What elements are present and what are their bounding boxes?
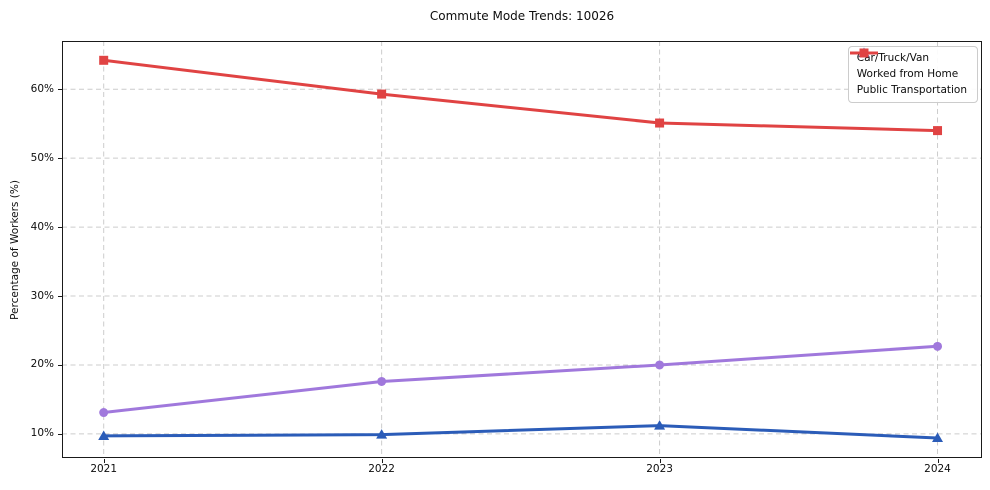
- legend-label: Worked from Home: [856, 68, 959, 80]
- x-tick-label: 2022: [368, 463, 395, 475]
- series-line-worked-from-home: [102, 344, 939, 414]
- x-tick-mark: [103, 459, 105, 463]
- legend: Car/Truck/Van Worked from Home Public Tran…: [847, 46, 978, 103]
- plot-canvas: [62, 41, 982, 458]
- data-point-worked-from-home: [99, 408, 109, 418]
- data-point-worked-from-home: [655, 360, 665, 370]
- legend-item-worked-from-home: Worked from Home: [849, 48, 967, 81]
- series-line-car-truck-van: [102, 424, 939, 440]
- chart-title: Commute Mode Trends: 10026: [429, 9, 615, 23]
- x-tick-mark: [381, 459, 383, 463]
- x-tick-mark: [659, 459, 661, 463]
- data-point-car-truck-van: [654, 420, 666, 430]
- y-tick-mark: [58, 158, 62, 160]
- x-tick-label: 2023: [646, 463, 673, 475]
- y-tick-mark: [58, 296, 62, 298]
- data-point-public-transportation: [655, 118, 665, 128]
- y-tick-label: 60%: [30, 82, 54, 95]
- data-point-car-truck-van: [98, 430, 110, 440]
- data-point-worked-from-home: [933, 341, 943, 351]
- y-tick-label: 10%: [30, 427, 54, 440]
- y-tick-mark: [58, 89, 62, 91]
- legend-sample-square-icon: [849, 48, 878, 58]
- y-tick-mark: [58, 433, 62, 435]
- data-point-car-truck-van: [376, 429, 388, 439]
- x-tick-label: 2021: [90, 463, 118, 475]
- series-line-public-transportation: [102, 58, 939, 133]
- y-tick-label: 20%: [30, 358, 54, 371]
- y-tick-label: 50%: [30, 151, 54, 164]
- legend-label: Public Transportation: [856, 84, 967, 96]
- legend-label: Car/Truck/Van: [856, 52, 930, 64]
- x-tick-label: 2024: [924, 463, 951, 475]
- y-tick-mark: [58, 364, 62, 366]
- y-tick-label: 30%: [30, 289, 54, 302]
- plot-area: Car/Truck/Van Worked from Home Public Tran…: [62, 41, 982, 458]
- x-tick-mark: [937, 459, 939, 463]
- data-point-public-transportation: [377, 89, 387, 99]
- data-point-public-transportation: [99, 55, 109, 65]
- data-point-worked-from-home: [377, 376, 387, 386]
- data-point-car-truck-van: [932, 432, 944, 443]
- y-tick-label: 40%: [30, 220, 54, 233]
- y-tick-mark: [58, 227, 62, 229]
- legend-item-public-transportation: Public Transportation: [849, 48, 967, 97]
- plot-frame: [62, 41, 982, 458]
- data-point-public-transportation: [933, 126, 943, 136]
- legend-marker: [859, 48, 869, 58]
